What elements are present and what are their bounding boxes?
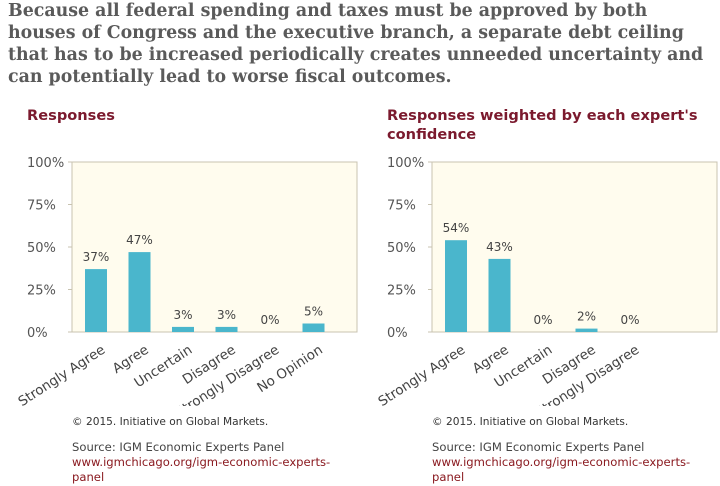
data-label: 37% — [83, 250, 110, 264]
chart-footer: © 2015. Initiative on Global Markets. So… — [432, 415, 717, 485]
y-tick-label: 75% — [387, 199, 416, 214]
y-tick-label: 50% — [387, 241, 416, 256]
source-link[interactable]: www.igmchicago.org/igm-economic-experts-… — [432, 455, 691, 484]
bar-chart-responses: 0%25%50%75%100%37%Strongly Agree47%Agree… — [15, 156, 358, 406]
bar — [445, 240, 467, 332]
y-tick-label: 0% — [387, 326, 408, 341]
y-tick-label: 50% — [27, 241, 56, 256]
plot-area — [431, 161, 718, 333]
chart-panel-responses: Responses 0% 25% 50% 75% 100% 37% Strongly Agr… — [0, 106, 360, 486]
plot-area — [71, 161, 358, 333]
source-text: Source: IGM Economic Experts Panel — [432, 440, 645, 454]
bar — [215, 326, 238, 332]
bar — [488, 258, 511, 332]
bar-chart-weighted: 0%25%50%75%100%54%Strongly Agree43%Agree… — [375, 156, 718, 406]
chart-panel-weighted: Responses weighted by each expert's conf… — [360, 106, 720, 486]
source-link[interactable]: www.igmchicago.org/igm-economic-experts-… — [72, 455, 331, 484]
data-label: 2% — [577, 310, 596, 324]
headline: Because all federal spending and taxes m… — [8, 1, 704, 87]
bar — [172, 326, 194, 332]
bar — [302, 323, 325, 332]
x-tick-label: Strongly Agree — [375, 342, 468, 406]
data-label: 3% — [173, 308, 192, 322]
bar — [575, 328, 598, 332]
chart-title: Responses — [27, 107, 115, 124]
bar — [85, 269, 107, 332]
data-label: 0% — [260, 313, 279, 327]
data-label: 5% — [304, 305, 323, 319]
chart-title: Responses weighted by each expert's conf… — [387, 107, 698, 143]
source-text: Source: IGM Economic Experts Panel — [72, 440, 285, 454]
data-label: 54% — [443, 221, 470, 235]
chart-footer: © 2015. Initiative on Global Markets. So… — [72, 415, 357, 485]
y-tick-label: 100% — [27, 156, 64, 171]
y-tick-label: 75% — [27, 199, 56, 214]
y-tick-label: 0% — [27, 326, 48, 341]
y-tick-label: 100% — [387, 156, 424, 171]
data-label: 0% — [620, 313, 639, 327]
data-label: 47% — [126, 233, 153, 247]
data-label: 43% — [486, 240, 513, 254]
bar — [128, 252, 151, 332]
data-label: 0% — [533, 313, 552, 327]
x-tick-label: Strongly Agree — [15, 342, 108, 406]
copyright-text: © 2015. Initiative on Global Markets. — [72, 416, 269, 428]
data-label: 3% — [217, 308, 236, 322]
y-tick-label: 25% — [27, 284, 56, 299]
y-tick-label: 25% — [387, 284, 416, 299]
copyright-text: © 2015. Initiative on Global Markets. — [432, 416, 629, 428]
